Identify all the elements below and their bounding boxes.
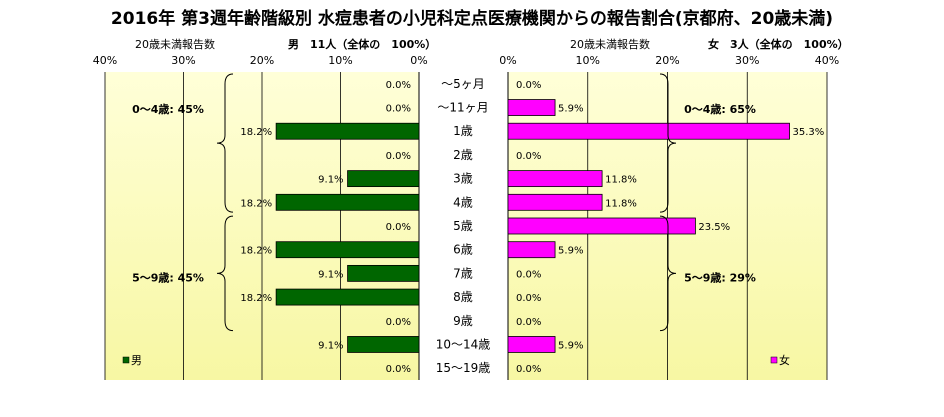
male-tick-label: 20%: [250, 54, 274, 67]
male-legend-swatch: [122, 356, 130, 364]
category-label: 6歳: [453, 243, 473, 257]
male-data-label: 0.0%: [386, 104, 411, 115]
male-data-label: 9.1%: [318, 175, 343, 186]
category-label: 5歳: [453, 219, 473, 233]
male-data-label: 18.2%: [240, 127, 272, 138]
male-group-label: 0～4歳: 45%: [132, 102, 204, 116]
male-data-label: 18.2%: [240, 246, 272, 257]
male-group-brace: [216, 73, 234, 213]
female-data-label: 11.8%: [605, 198, 637, 209]
female-bar: [507, 170, 603, 188]
male-tick-label: 30%: [171, 54, 195, 67]
male-plot-area: 40% 30% 20% 10% 0% 0.0% 0.0% 18.2% 0.0% 9.1% 18.2%…: [93, 54, 428, 380]
female-legend-label: 女: [779, 353, 790, 367]
category-label: ～5ヶ月: [441, 77, 485, 91]
category-label: 7歳: [453, 266, 473, 280]
female-group-label: 0～4歳: 65%: [684, 102, 756, 116]
male-header-right: 男 11人（全体の 100%）: [288, 37, 436, 51]
male-bar: [275, 193, 420, 211]
female-data-label: 5.9%: [558, 340, 583, 351]
female-tick-label: 40%: [815, 54, 839, 67]
male-data-label: 9.1%: [318, 269, 343, 280]
female-group-brace: [659, 215, 677, 332]
male-legend-label: 男: [131, 354, 142, 367]
male-tick-label: 10%: [328, 54, 352, 67]
male-data-label: 0.0%: [386, 80, 411, 91]
category-label: 3歳: [453, 172, 473, 186]
female-data-label: 35.3%: [793, 127, 825, 138]
male-data-label: 18.2%: [240, 293, 272, 304]
female-header-right: 女 3人（全体の 100%）: [708, 37, 849, 51]
female-bar: [507, 193, 603, 211]
category-label: 1歳: [453, 124, 473, 138]
female-tick-label: 0%: [499, 54, 516, 67]
female-data-label: 0.0%: [516, 293, 541, 304]
category-label: ～11ヶ月: [437, 101, 488, 115]
female-tick-label: 20%: [655, 54, 679, 67]
male-tick-label: 40%: [93, 54, 117, 67]
female-bar: [507, 217, 696, 235]
male-group-brace: [216, 215, 234, 332]
male-data-label: 0.0%: [386, 364, 411, 375]
category-label: 9歳: [453, 314, 473, 328]
category-label: 8歳: [453, 290, 473, 304]
male-tick-label: 0%: [410, 54, 427, 67]
female-data-label: 0.0%: [516, 364, 541, 375]
male-bar: [275, 288, 420, 306]
category-label: 10～14歳: [436, 337, 491, 351]
male-bar: [275, 241, 420, 259]
category-labels: ～5ヶ月 ～11ヶ月 1歳 2歳 3歳 4歳 5歳 6歳 7歳 8歳 9歳 10～14歳 15～19歳: [436, 77, 491, 375]
female-bar: [507, 336, 556, 353]
female-bar: [507, 99, 556, 116]
male-group-label: 5～9歳: 45%: [132, 270, 204, 284]
female-legend-swatch: [770, 356, 778, 364]
female-group-label: 5～9歳: 29%: [684, 270, 756, 284]
female-bar: [507, 241, 556, 259]
female-data-label: 0.0%: [516, 151, 541, 162]
female-data-label: 5.9%: [558, 246, 583, 257]
male-data-label: 0.0%: [386, 222, 411, 233]
female-bar: [507, 122, 790, 140]
female-data-label: 0.0%: [516, 80, 541, 91]
male-data-label: 9.1%: [318, 340, 343, 351]
female-data-label: 5.9%: [558, 104, 583, 115]
female-header-left: 20歳未満報告数: [570, 38, 650, 51]
male-data-label: 0.0%: [386, 151, 411, 162]
female-data-label: 0.0%: [516, 317, 541, 328]
male-bar: [347, 336, 420, 353]
female-data-label: 23.5%: [698, 222, 730, 233]
category-label: 4歳: [453, 195, 473, 209]
male-bar: [275, 122, 420, 140]
female-data-label: 11.8%: [605, 175, 637, 186]
female-tick-label: 30%: [735, 54, 759, 67]
category-label: 2歳: [453, 148, 473, 162]
female-group-brace: [659, 73, 677, 213]
male-bar: [347, 170, 420, 188]
female-data-label: 0.0%: [516, 269, 541, 280]
male-data-label: 0.0%: [386, 317, 411, 328]
male-header-left: 20歳未満報告数: [135, 38, 215, 51]
panel-headers: 20歳未満報告数 男 11人（全体の 100%） 20歳未満報告数 女 3人（全…: [135, 37, 849, 51]
male-bar: [347, 264, 420, 282]
chart-title: 2016年 第3週年齢階級別 水痘患者の小児科定点医療機関からの報告割合(京都府…: [110, 9, 834, 29]
female-tick-label: 10%: [576, 54, 600, 67]
male-data-label: 18.2%: [240, 198, 272, 209]
legends: 男 女: [122, 353, 790, 367]
category-label: 15～19歳: [436, 361, 491, 375]
female-plot-area: 0% 10% 20% 30% 40% 0.0% 5.9% 35.3% 0.0% 11.8% 11.8…: [499, 54, 839, 380]
